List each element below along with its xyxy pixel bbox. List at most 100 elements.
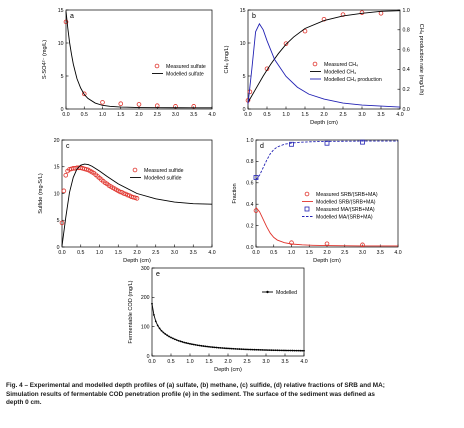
x-tick-label: 3.0 bbox=[172, 112, 179, 118]
data-point bbox=[359, 10, 365, 15]
data-point bbox=[132, 195, 138, 201]
data-point bbox=[151, 302, 153, 305]
legend-entry: Modelled sulfate bbox=[152, 72, 204, 78]
y-tick-label: 5 bbox=[57, 218, 60, 224]
data-point bbox=[217, 346, 220, 349]
data-point bbox=[259, 348, 262, 351]
legend-label: Measured SRB/(SRB+MA) bbox=[316, 192, 378, 198]
y-tick-label: 100 bbox=[141, 324, 150, 330]
data-point bbox=[234, 348, 237, 350]
plot-frame bbox=[247, 9, 401, 110]
x-tick-label: 2.0 bbox=[133, 250, 140, 256]
y-right-axis-label: CH₄ production rate (mg/L/h) bbox=[418, 24, 424, 96]
data-point bbox=[268, 349, 271, 352]
series-3-1 bbox=[255, 207, 398, 247]
panel-letter: c bbox=[66, 143, 70, 150]
data-point bbox=[289, 240, 294, 246]
series-0-1 bbox=[65, 11, 212, 109]
legend-entry: Modelled bbox=[262, 290, 297, 296]
data-point bbox=[276, 349, 279, 352]
data-point bbox=[295, 349, 298, 352]
data-point bbox=[173, 338, 176, 341]
legend-label: Modelled sulfate bbox=[166, 72, 204, 78]
x-tick-label: 1.0 bbox=[96, 250, 103, 256]
data-point bbox=[278, 349, 281, 352]
data-point bbox=[81, 91, 87, 97]
data-point bbox=[196, 344, 199, 347]
caption-line-2: Simulation results of fermentable COD pe… bbox=[6, 390, 375, 398]
data-point bbox=[117, 189, 123, 195]
x-axis-label: Depth (cm) bbox=[310, 120, 338, 126]
series-line bbox=[65, 11, 212, 109]
x-tick-label: 2.5 bbox=[341, 250, 348, 256]
data-point bbox=[154, 320, 157, 323]
y-tick-label: 15 bbox=[54, 165, 60, 171]
plot-frame bbox=[151, 267, 305, 357]
series-line bbox=[151, 303, 305, 352]
legend-label: Modelled MA/(SRB+MA) bbox=[316, 215, 373, 221]
data-point bbox=[198, 344, 201, 347]
data-point bbox=[301, 349, 303, 352]
y-tick-label: 15 bbox=[240, 8, 246, 14]
data-point bbox=[204, 345, 207, 348]
x-tick-label: 1.0 bbox=[186, 359, 193, 365]
y-tick-label: 10 bbox=[58, 41, 64, 47]
chart-panel-a: a 0.0 0.5 1.0 1.5 2.0 2.5 3.0 3.5 4.0 0 5 10 15 S-SO4²… bbox=[42, 8, 216, 118]
data-point bbox=[166, 334, 169, 337]
panel-letter: d bbox=[260, 143, 264, 150]
data-point bbox=[156, 324, 159, 327]
y-tick-label: 0 bbox=[243, 107, 246, 113]
x-tick-label: 0.0 bbox=[252, 250, 259, 256]
x-tick-label: 0.5 bbox=[167, 359, 174, 365]
data-point bbox=[223, 347, 226, 350]
x-tick-label: 0.5 bbox=[77, 250, 84, 256]
x-tick-label: 3.0 bbox=[358, 112, 365, 118]
data-point bbox=[242, 348, 245, 351]
data-point bbox=[158, 327, 161, 330]
x-tick-label: 1.5 bbox=[117, 112, 124, 118]
y-right-tick-label: 0.0 bbox=[403, 107, 410, 113]
data-point bbox=[125, 192, 130, 198]
data-point bbox=[181, 341, 184, 343]
panel-letter: a bbox=[70, 13, 74, 20]
data-point bbox=[118, 101, 124, 107]
y-tick-label: 10 bbox=[240, 41, 246, 47]
data-point bbox=[59, 220, 65, 226]
y-tick-label: 0 bbox=[57, 245, 60, 251]
y-right-tick-label: 0.8 bbox=[403, 28, 410, 34]
data-point bbox=[321, 16, 327, 22]
x-tick-label: 4.0 bbox=[300, 359, 307, 365]
data-point bbox=[251, 348, 254, 351]
data-point bbox=[289, 141, 294, 147]
caption-line-3: depth 0 cm. bbox=[6, 399, 42, 407]
legend-entry: Modelled CH₄ production bbox=[310, 77, 382, 83]
y-axis-label: CH₄ (mg/L) bbox=[224, 45, 230, 73]
x-tick-label: 3.5 bbox=[377, 112, 384, 118]
x-tick-label: 2.5 bbox=[154, 112, 161, 118]
x-tick-label: 0.5 bbox=[81, 112, 88, 118]
y-right-tick-label: 1.0 bbox=[403, 8, 410, 14]
legend-label: Modelled CH₄ bbox=[324, 70, 356, 76]
x-tick-label: 2.5 bbox=[243, 359, 250, 365]
x-tick-label: 2.0 bbox=[320, 112, 327, 118]
x-tick-label: 0.5 bbox=[270, 250, 277, 256]
data-point bbox=[257, 348, 260, 351]
x-tick-label: 4.0 bbox=[208, 250, 215, 256]
series-line bbox=[247, 10, 401, 103]
data-point bbox=[289, 349, 292, 352]
y-tick-label: 1.0 bbox=[246, 138, 253, 144]
data-point bbox=[63, 173, 69, 178]
x-tick-label: 4.0 bbox=[396, 112, 403, 118]
legend-swatch bbox=[312, 61, 318, 67]
x-tick-label: 4.0 bbox=[394, 250, 401, 256]
data-point bbox=[134, 196, 140, 201]
data-point bbox=[191, 104, 197, 109]
data-point bbox=[238, 348, 241, 350]
y-tick-label: 300 bbox=[141, 266, 150, 272]
series-3-3 bbox=[255, 140, 398, 180]
legend-label: Modelled SRB/(SRB+MA) bbox=[316, 200, 376, 206]
y-tick-label: 0 bbox=[61, 107, 64, 113]
data-point bbox=[175, 339, 178, 341]
data-point bbox=[173, 104, 178, 109]
legend-label: Modelled CH₄ production bbox=[324, 77, 382, 83]
